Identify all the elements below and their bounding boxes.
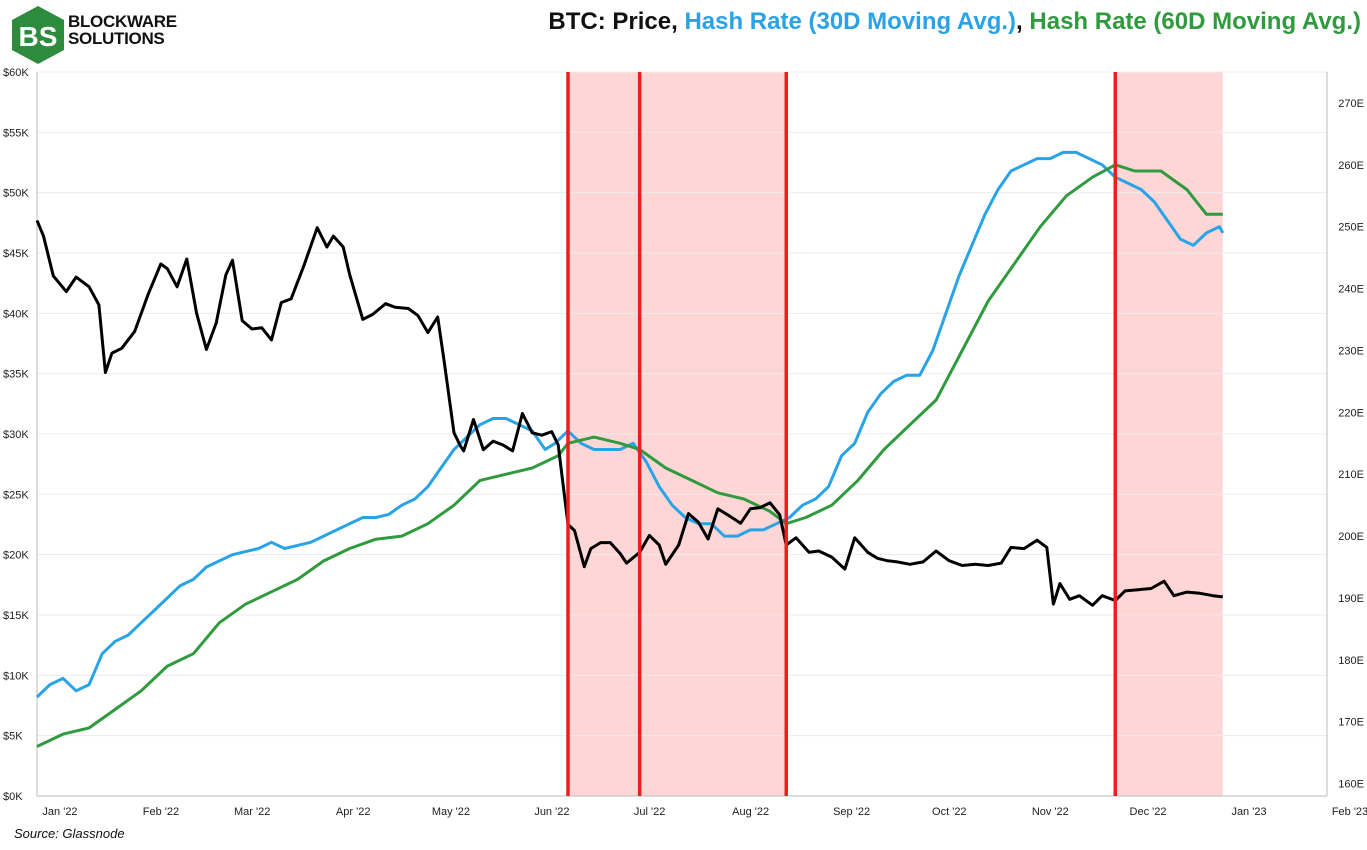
y-left-tick-label: $45K — [3, 248, 29, 260]
x-tick-label: Apr '22 — [336, 806, 371, 818]
y-right-tick-label: 250E — [1338, 222, 1364, 234]
y-left-tick-label: $10K — [3, 670, 29, 682]
axes — [36, 72, 1328, 797]
x-tick-label: Mar '22 — [234, 806, 270, 818]
brand-name: BLOCKWARE SOLUTIONS — [68, 13, 177, 47]
logo-mark-icon: BS — [12, 6, 64, 64]
series-line-hash30 — [35, 150, 1225, 699]
series-line-price — [35, 219, 1223, 607]
brand-line1: BLOCKWARE — [68, 12, 177, 31]
y-right-tick-label: 200E — [1338, 531, 1364, 543]
brand-line2: SOLUTIONS — [68, 29, 165, 48]
x-tick-label: Aug '22 — [732, 806, 769, 818]
y-right-tick-label: 170E — [1338, 717, 1364, 729]
y-right-tick-label: 210E — [1338, 469, 1364, 481]
gridlines — [37, 71, 1327, 797]
x-tick-label: Jan '23 — [1231, 806, 1266, 818]
y-right-tick-label: 240E — [1338, 284, 1364, 296]
x-tick-label: Feb '22 — [143, 806, 179, 818]
y-right-tick-label: 190E — [1338, 593, 1364, 605]
x-tick-label: Oct '22 — [932, 806, 967, 818]
x-tick-label: Feb '23 — [1332, 806, 1367, 818]
y-left-tick-label: $35K — [3, 369, 29, 381]
x-tick-label: Jun '22 — [534, 806, 569, 818]
y-right-tick-label: 180E — [1338, 655, 1364, 667]
x-tick-label: Jul '22 — [634, 806, 665, 818]
tick-labels: $0K $5K $10K $15K $20K $25K $30K $35K $40K $45K $5… — [3, 67, 1367, 818]
brand-logo: BS — [12, 6, 64, 64]
svg-text:BS: BS — [19, 21, 58, 52]
y-left-tick-label: $60K — [3, 67, 29, 79]
y-left-tick-label: $40K — [3, 308, 29, 320]
title-price: BTC: Price, — [548, 8, 685, 35]
title-hash60: Hash Rate (60D Moving Avg.) — [1029, 8, 1361, 35]
y-right-tick-label: 160E — [1338, 779, 1364, 791]
title-hash30: Hash Rate (30D Moving Avg.) — [684, 8, 1017, 35]
y-left-tick-label: $25K — [3, 489, 29, 501]
title-separator: , — [1016, 8, 1030, 35]
source-note: Source: Glassnode — [14, 826, 125, 841]
y-left-tick-label: $30K — [3, 429, 29, 441]
chart-title: BTC: Price, Hash Rate (30D Moving Avg.),… — [548, 8, 1361, 36]
y-left-tick-label: $55K — [3, 127, 29, 139]
y-left-tick-label: $0K — [3, 791, 23, 803]
y-left-tick-label: $20K — [3, 550, 29, 562]
x-tick-label: Jan '22 — [42, 806, 77, 818]
y-right-tick-label: 230E — [1338, 345, 1364, 357]
event-lines — [566, 72, 1118, 796]
y-right-tick-label: 260E — [1338, 160, 1364, 172]
x-tick-label: May '22 — [432, 806, 470, 818]
x-tick-label: Dec '22 — [1130, 806, 1167, 818]
x-tick-label: Sep '22 — [833, 806, 870, 818]
y-left-tick-label: $50K — [3, 188, 29, 200]
x-tick-label: Nov '22 — [1032, 806, 1069, 818]
y-left-tick-label: $5K — [3, 731, 23, 743]
y-right-tick-label: 270E — [1338, 98, 1364, 110]
y-right-tick-label: 220E — [1338, 407, 1364, 419]
y-left-tick-label: $15K — [3, 610, 29, 622]
